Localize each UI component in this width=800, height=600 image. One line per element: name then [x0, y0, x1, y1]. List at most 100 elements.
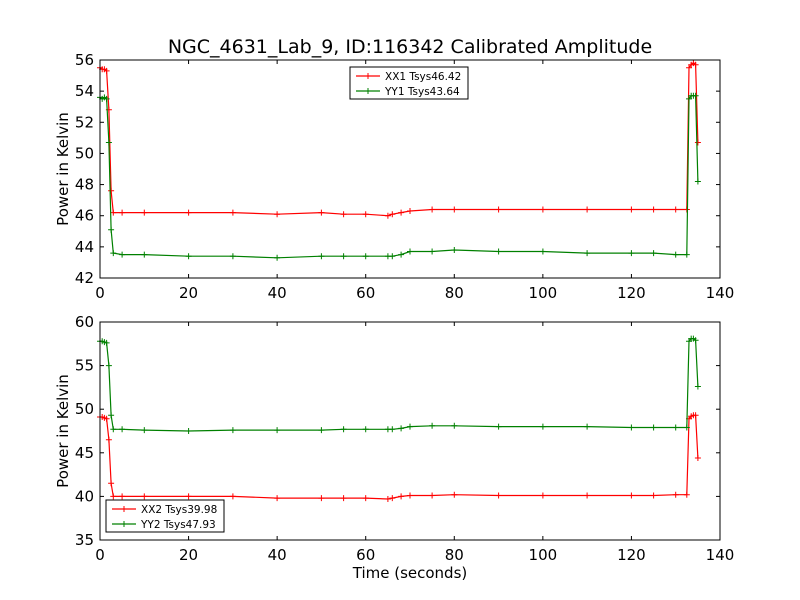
data-point — [340, 253, 347, 260]
x-tick-label: 60 — [356, 284, 375, 302]
data-point — [318, 427, 325, 434]
data-point — [398, 493, 405, 500]
data-point — [318, 209, 325, 216]
y-tick-label: 54 — [75, 82, 94, 100]
data-point — [103, 67, 110, 74]
data-point — [103, 339, 110, 346]
data-point — [340, 495, 347, 502]
data-point — [141, 251, 148, 258]
data-point — [362, 426, 369, 433]
data-point — [539, 423, 546, 430]
data-point — [683, 491, 690, 498]
data-point — [185, 428, 192, 434]
data-point — [103, 95, 110, 102]
x-tick-label: 140 — [706, 546, 735, 564]
y-tick-label: 46 — [75, 207, 94, 225]
data-point — [318, 495, 325, 502]
y-tick-label: 60 — [75, 313, 94, 331]
data-point — [628, 250, 635, 257]
x-tick-label: 40 — [268, 284, 287, 302]
data-point — [584, 206, 591, 213]
data-point — [119, 493, 126, 500]
data-point — [229, 493, 236, 500]
x-tick-label: 80 — [445, 546, 464, 564]
x-tick-label: 140 — [706, 284, 735, 302]
data-point — [683, 424, 690, 431]
data-point — [108, 226, 115, 233]
data-point — [398, 425, 405, 432]
y-axis-label: Power in Kelvin — [54, 374, 72, 488]
legend: XX2 Tsys39.98 YY2 Tsys47.93 — [105, 499, 225, 533]
data-point — [340, 426, 347, 433]
data-point — [362, 211, 369, 218]
data-point — [650, 492, 657, 499]
data-point — [141, 493, 148, 500]
legend: XX1 Tsys46.42 YY1 Tsys43.64 — [349, 66, 469, 100]
bottom-panel: 0 20 40 60 80 100 120 140 35 40 45 50 55 60 Power in K… — [54, 313, 734, 564]
legend-marker — [365, 73, 371, 79]
data-point — [362, 253, 369, 260]
y-tick-label: 55 — [75, 357, 94, 375]
data-point — [628, 424, 635, 431]
data-point — [108, 187, 115, 194]
data-point — [451, 422, 458, 429]
y-tick-label: 56 — [75, 51, 94, 69]
data-point — [451, 206, 458, 213]
data-point — [103, 415, 110, 422]
data-point — [429, 206, 436, 213]
data-point — [539, 248, 546, 255]
data-point — [539, 206, 546, 213]
data-point — [384, 212, 391, 219]
data-point — [692, 61, 699, 68]
legend-box — [349, 66, 469, 100]
data-point — [229, 209, 236, 216]
data-point — [628, 492, 635, 499]
legend-label: YY2 Tsys47.93 — [140, 519, 216, 531]
x-tick-label: 80 — [445, 284, 464, 302]
x-tick-label: 0 — [95, 284, 105, 302]
series-line-1-1 — [100, 338, 699, 432]
data-point — [119, 251, 126, 258]
data-point — [389, 495, 396, 502]
data-point — [584, 423, 591, 430]
data-point — [694, 178, 701, 185]
legend-label: XX1 Tsys46.42 — [385, 71, 461, 83]
y-tick-label: 35 — [75, 531, 94, 549]
data-point — [495, 492, 502, 499]
data-point — [683, 251, 690, 258]
legend-box — [105, 499, 225, 533]
data-point — [694, 139, 701, 146]
data-point — [539, 492, 546, 499]
data-point — [694, 383, 701, 390]
x-tick-label: 100 — [529, 546, 558, 564]
data-point — [110, 209, 117, 216]
data-point — [683, 206, 690, 213]
data-point — [362, 495, 369, 502]
y-tick-label: 52 — [75, 113, 94, 131]
data-point — [340, 211, 347, 218]
data-point — [274, 211, 281, 218]
data-point — [429, 248, 436, 255]
data-point — [274, 254, 281, 261]
axes-frame — [99, 59, 721, 279]
axes-frame — [99, 321, 721, 541]
y-tick-label: 45 — [75, 444, 94, 462]
data-point — [110, 493, 117, 500]
data-point — [384, 496, 391, 502]
data-point — [105, 436, 112, 443]
data-point — [407, 248, 413, 255]
data-point — [105, 139, 112, 146]
data-point — [108, 412, 115, 419]
data-point — [694, 455, 701, 461]
data-point — [650, 250, 657, 257]
data-point — [389, 253, 396, 260]
data-point — [672, 251, 679, 258]
legend-label: XX2 Tsys39.98 — [141, 504, 217, 516]
data-point — [407, 423, 413, 430]
data-point — [584, 492, 591, 499]
data-point — [389, 426, 396, 433]
data-point — [584, 250, 591, 257]
x-tick-label: 100 — [529, 284, 558, 302]
x-tick-label: 120 — [617, 546, 646, 564]
data-point — [451, 247, 458, 253]
